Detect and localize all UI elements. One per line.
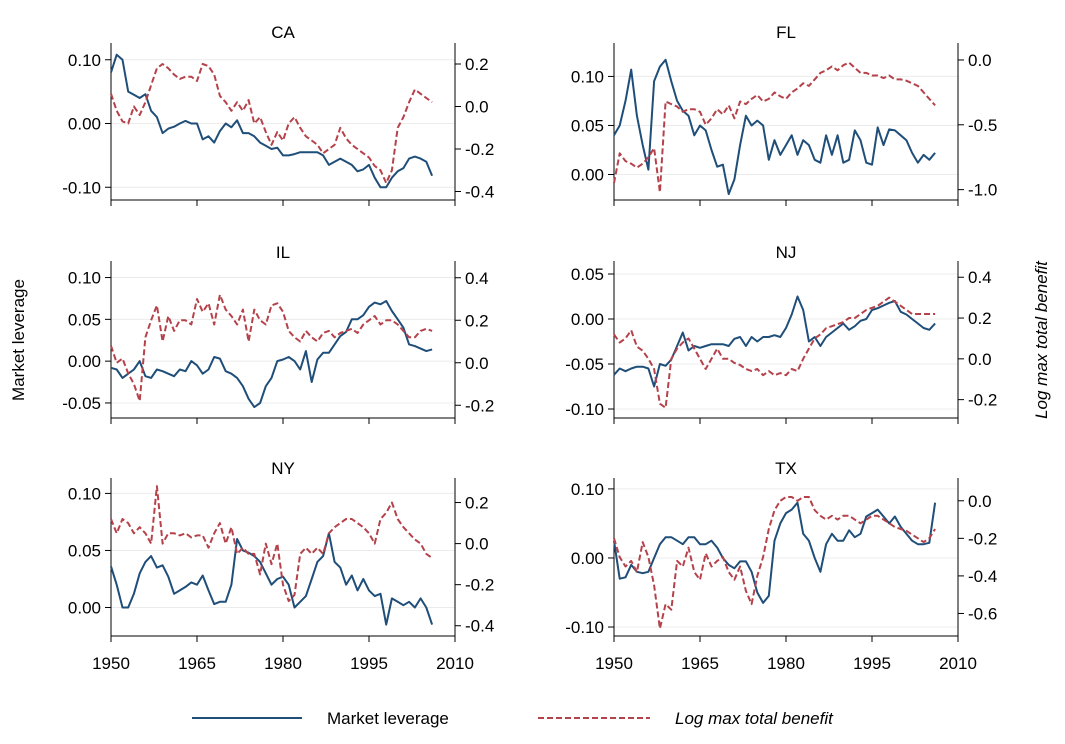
market-leverage-line xyxy=(110,300,433,409)
right-tick-label: 0.0 xyxy=(465,98,489,117)
x-tick-label: 1950 xyxy=(595,654,633,673)
market-leverage-line xyxy=(613,58,936,196)
x-tick-label: 2010 xyxy=(436,654,474,673)
market-leverage-line xyxy=(110,53,434,189)
panel-title: IL xyxy=(276,243,290,262)
x-tick-label: 1965 xyxy=(681,654,719,673)
x-tick-label: 2010 xyxy=(939,654,977,673)
legend-label-log-benefit: Log max total benefit xyxy=(675,709,834,728)
left-axis-title: Market leverage xyxy=(9,279,28,401)
right-tick-label: 0.2 xyxy=(465,55,489,74)
right-tick-label: 0.4 xyxy=(465,269,489,288)
x-tick-label: 1980 xyxy=(767,654,805,673)
left-tick-label: 0.00 xyxy=(571,549,604,568)
legend-label-market-leverage: Market leverage xyxy=(327,709,449,728)
left-tick-label: 0.10 xyxy=(571,480,604,499)
log-benefit-line xyxy=(613,296,936,409)
right-tick-label: 0.2 xyxy=(465,494,489,513)
right-tick-label: -0.2 xyxy=(465,396,494,415)
right-tick-label: -0.4 xyxy=(465,183,494,202)
panel-title: NJ xyxy=(776,243,797,262)
left-tick-label: -0.10 xyxy=(62,178,101,197)
left-tick-label: 0.05 xyxy=(571,265,604,284)
right-tick-label: 0.0 xyxy=(968,51,992,70)
panel-title: FL xyxy=(776,23,796,42)
x-tick-label: 1995 xyxy=(350,654,388,673)
right-tick-label: 0.2 xyxy=(465,311,489,330)
left-tick-label: -0.10 xyxy=(565,400,604,419)
left-tick-label: 0.00 xyxy=(68,352,101,371)
panel-title: NY xyxy=(271,459,295,478)
left-tick-label: -0.10 xyxy=(565,618,604,637)
left-tick-label: 0.10 xyxy=(68,51,101,70)
right-tick-label: -0.2 xyxy=(465,576,494,595)
panel-title: CA xyxy=(271,23,295,42)
x-tick-label: 1950 xyxy=(92,654,130,673)
left-tick-label: 0.00 xyxy=(68,598,101,617)
log-benefit-line xyxy=(613,61,936,194)
right-tick-label: 0.0 xyxy=(465,535,489,554)
left-tick-label: 0.00 xyxy=(571,166,604,185)
left-tick-label: 0.00 xyxy=(68,115,101,134)
right-tick-label: -0.4 xyxy=(465,617,494,636)
right-tick-label: -0.6 xyxy=(968,604,997,623)
right-tick-label: -0.5 xyxy=(968,116,997,135)
x-tick-label: 1980 xyxy=(264,654,302,673)
x-tick-label: 1965 xyxy=(178,654,216,673)
left-tick-label: 0.05 xyxy=(571,116,604,135)
right-tick-label: 0.4 xyxy=(968,268,992,287)
log-benefit-line xyxy=(110,485,433,603)
market-leverage-line xyxy=(110,532,434,626)
left-tick-label: 0.10 xyxy=(68,484,101,503)
right-axis-title: Log max total benefit xyxy=(1032,260,1051,419)
right-tick-label: 0.0 xyxy=(465,354,489,373)
right-tick-label: -0.2 xyxy=(465,140,494,159)
left-tick-label: 0.05 xyxy=(68,541,101,560)
market-leverage-line xyxy=(613,501,937,604)
left-tick-label: 0.10 xyxy=(68,269,101,288)
log-benefit-line xyxy=(110,63,433,184)
left-tick-label: 0.00 xyxy=(571,310,604,329)
left-tick-label: 0.10 xyxy=(571,67,604,86)
market-leverage-line xyxy=(613,295,936,388)
left-tick-label: 0.05 xyxy=(68,310,101,329)
right-tick-label: -0.2 xyxy=(968,391,997,410)
right-tick-label: -0.2 xyxy=(968,529,997,548)
right-tick-label: -1.0 xyxy=(968,181,997,200)
right-tick-label: -0.4 xyxy=(968,567,997,586)
panel-title: TX xyxy=(775,459,797,478)
log-benefit-line xyxy=(110,293,433,402)
log-benefit-line xyxy=(613,496,936,630)
right-tick-label: 0.2 xyxy=(968,309,992,328)
left-tick-label: -0.05 xyxy=(62,394,101,413)
x-tick-label: 1995 xyxy=(853,654,891,673)
left-tick-label: -0.05 xyxy=(565,355,604,374)
right-tick-label: 0.0 xyxy=(968,492,992,511)
right-tick-label: 0.0 xyxy=(968,350,992,369)
